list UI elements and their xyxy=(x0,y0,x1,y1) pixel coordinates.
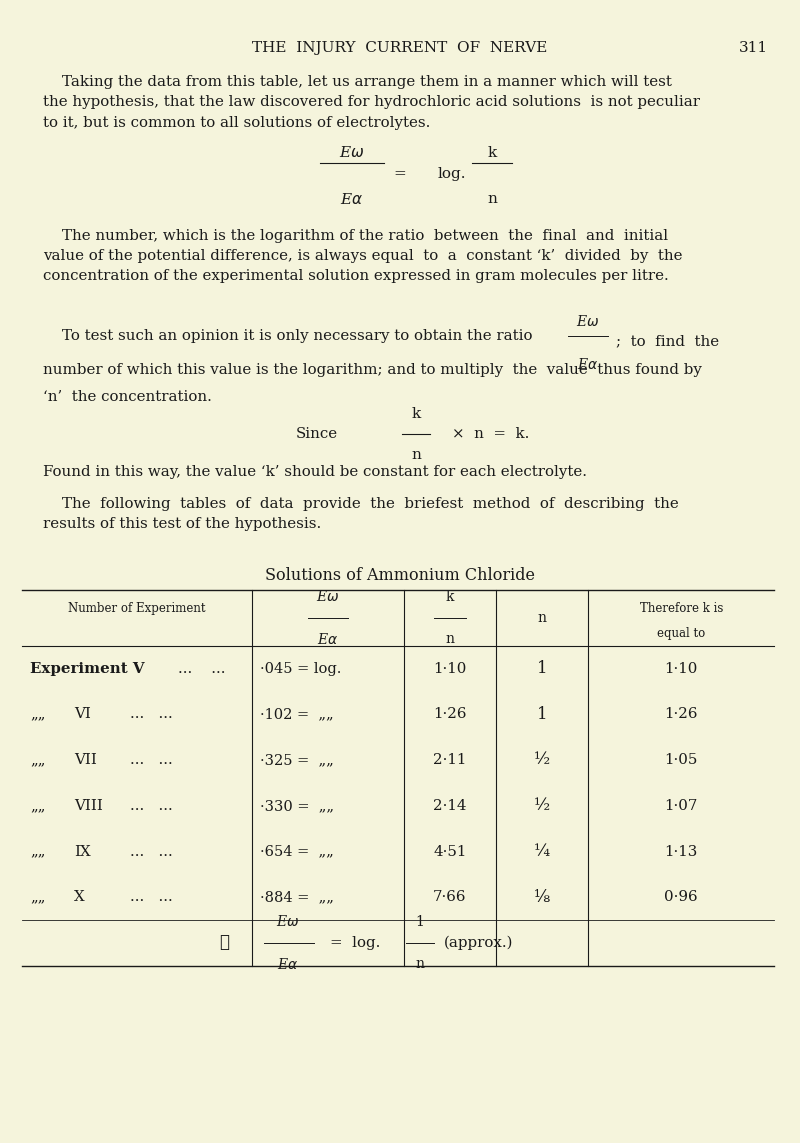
Text: n: n xyxy=(415,957,425,970)
Text: „„: „„ xyxy=(30,799,46,813)
Text: E$\alpha$: E$\alpha$ xyxy=(340,192,364,207)
Text: ½: ½ xyxy=(534,752,550,768)
Text: n: n xyxy=(487,192,497,206)
Text: (approx.): (approx.) xyxy=(444,936,514,950)
Text: E$\omega$: E$\omega$ xyxy=(276,914,300,929)
Text: ‘n’  the concentration.: ‘n’ the concentration. xyxy=(43,390,212,403)
Text: Solutions of Ammonium Chloride: Solutions of Ammonium Chloride xyxy=(265,567,535,584)
Text: 1·26: 1·26 xyxy=(665,708,698,721)
Text: ·102 =  „„: ·102 = „„ xyxy=(260,708,334,721)
Text: 1·07: 1·07 xyxy=(665,799,698,813)
Text: ∴: ∴ xyxy=(219,935,229,951)
Text: ·325 =  „„: ·325 = „„ xyxy=(260,753,334,767)
Text: ¼: ¼ xyxy=(534,844,550,860)
Text: log.: log. xyxy=(438,167,466,181)
Text: k: k xyxy=(446,590,454,604)
Text: Experiment V: Experiment V xyxy=(30,662,145,676)
Text: ½: ½ xyxy=(534,798,550,814)
Text: E$\alpha$: E$\alpha$ xyxy=(578,357,598,371)
Text: =: = xyxy=(394,167,406,181)
Text: n: n xyxy=(538,610,546,625)
Text: 7·66: 7·66 xyxy=(434,890,466,904)
Text: X: X xyxy=(74,890,85,904)
Text: 1·10: 1·10 xyxy=(665,662,698,676)
Text: 4·51: 4·51 xyxy=(434,845,466,858)
Text: „„: „„ xyxy=(30,890,46,904)
Text: ...   ...: ... ... xyxy=(130,753,173,767)
Text: E$\alpha$: E$\alpha$ xyxy=(278,957,298,972)
Text: ·045 = log.: ·045 = log. xyxy=(260,662,342,676)
Text: ...   ...: ... ... xyxy=(130,799,173,813)
Text: IX: IX xyxy=(74,845,91,858)
Text: ...   ...: ... ... xyxy=(130,890,173,904)
Text: E$\alpha$: E$\alpha$ xyxy=(318,631,338,647)
Text: n: n xyxy=(411,448,421,462)
Text: ⅛: ⅛ xyxy=(534,889,550,905)
Text: k: k xyxy=(487,146,497,160)
Text: ·330 =  „„: ·330 = „„ xyxy=(260,799,334,813)
Text: 311: 311 xyxy=(739,41,768,55)
Text: „„: „„ xyxy=(30,845,46,858)
Text: ×  n  =  k.: × n = k. xyxy=(452,427,530,441)
Text: Found in this way, the value ‘k’ should be constant for each electrolyte.: Found in this way, the value ‘k’ should … xyxy=(43,465,587,479)
Text: Taking the data from this table, let us arrange them in a manner which will test: Taking the data from this table, let us … xyxy=(43,75,700,129)
Text: E$\omega$: E$\omega$ xyxy=(316,589,340,604)
Text: VIII: VIII xyxy=(74,799,103,813)
Text: 2·14: 2·14 xyxy=(434,799,466,813)
Text: ...    ...: ... ... xyxy=(178,662,226,676)
Text: Number of Experiment: Number of Experiment xyxy=(69,602,206,615)
Text: The number, which is the logarithm of the ratio  between  the  final  and  initi: The number, which is the logarithm of th… xyxy=(43,229,682,282)
Text: 1: 1 xyxy=(537,706,547,722)
Text: 0·96: 0·96 xyxy=(664,890,698,904)
Text: „„: „„ xyxy=(30,753,46,767)
Text: 1·26: 1·26 xyxy=(434,708,466,721)
Text: The  following  tables  of  data  provide  the  briefest  method  of  describing: The following tables of data provide the… xyxy=(43,497,679,531)
Text: E$\omega$: E$\omega$ xyxy=(576,314,600,329)
Text: number of which this value is the logarithm; and to multiply  the  value  thus f: number of which this value is the logari… xyxy=(43,363,702,377)
Text: VII: VII xyxy=(74,753,98,767)
Text: 1·10: 1·10 xyxy=(434,662,466,676)
Text: ;  to  find  the: ; to find the xyxy=(616,335,719,349)
Text: ...   ...: ... ... xyxy=(130,845,173,858)
Text: ·654 =  „„: ·654 = „„ xyxy=(260,845,334,858)
Text: 1: 1 xyxy=(415,916,425,929)
Text: Since: Since xyxy=(296,427,338,441)
Text: 2·11: 2·11 xyxy=(434,753,466,767)
Text: „„: „„ xyxy=(30,708,46,721)
Text: n: n xyxy=(446,631,454,646)
Text: k: k xyxy=(411,407,421,421)
Text: =  log.: = log. xyxy=(330,936,380,950)
Text: 1: 1 xyxy=(537,661,547,677)
Text: 1·13: 1·13 xyxy=(665,845,698,858)
Text: ...   ...: ... ... xyxy=(130,708,173,721)
Text: ·884 =  „„: ·884 = „„ xyxy=(260,890,334,904)
Text: To test such an opinion it is only necessary to obtain the ratio: To test such an opinion it is only neces… xyxy=(43,329,533,343)
Text: VI: VI xyxy=(74,708,91,721)
Text: Therefore k is: Therefore k is xyxy=(639,602,723,615)
Text: equal to: equal to xyxy=(657,628,706,640)
Text: THE  INJURY  CURRENT  OF  NERVE: THE INJURY CURRENT OF NERVE xyxy=(252,41,548,55)
Text: 1·05: 1·05 xyxy=(665,753,698,767)
Text: E$\omega$: E$\omega$ xyxy=(339,145,365,160)
